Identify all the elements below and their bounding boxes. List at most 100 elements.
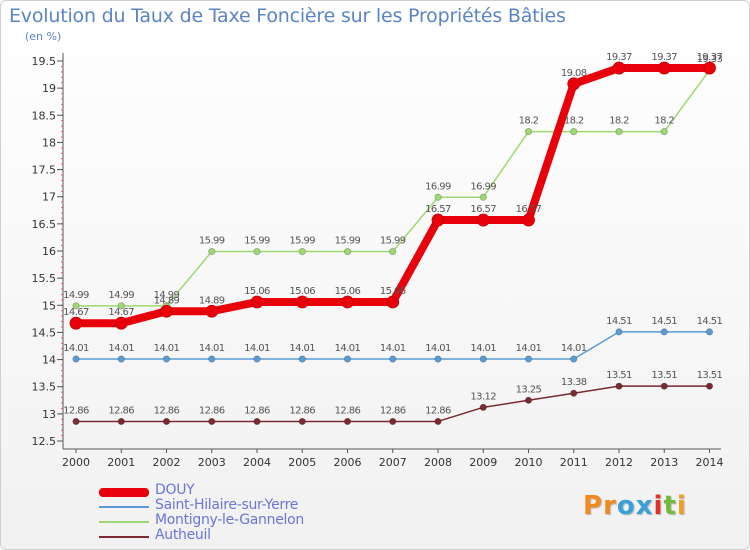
data-point-montigny-le-gannelon[interactable] (570, 127, 578, 136)
data-point-douy[interactable] (657, 61, 671, 75)
data-point-douy[interactable] (69, 316, 83, 330)
data-point-montigny-le-gannelon[interactable] (434, 193, 442, 201)
data-label-douy: 19.37 (697, 52, 723, 63)
data-point-autheuil[interactable] (570, 389, 578, 397)
axes: 12.5 13 13.5 14 14.5 15 15.5 16 16.5 17 17.5 18 18.5… (32, 53, 724, 469)
data-point-douy[interactable] (703, 61, 716, 75)
data-point-douy[interactable] (476, 213, 490, 227)
data-label-autheuil: 13.51 (606, 370, 632, 381)
data-point-autheuil[interactable] (117, 417, 125, 426)
logo-letter: i (653, 491, 664, 521)
data-label-douy: 14.89 (199, 295, 225, 306)
data-point-douy[interactable] (431, 213, 445, 227)
data-point-douy[interactable] (114, 316, 128, 330)
data-point-douy[interactable] (250, 295, 264, 309)
data-point-autheuil[interactable] (208, 417, 216, 426)
data-point-montigny-le-gannelon[interactable] (343, 247, 352, 256)
data-label-autheuil: 13.38 (561, 377, 587, 388)
data-point-saint-hilaire-sur-yerre[interactable] (117, 355, 125, 363)
y-tick-label: 15.5 (32, 272, 57, 285)
data-label-saint-hilaire-sur-yerre: 14.01 (199, 343, 225, 354)
data-label-autheuil: 12.86 (335, 405, 361, 416)
legend-swatch-montigny (99, 521, 149, 523)
data-label-douy: 16.57 (516, 204, 542, 215)
data-point-saint-hilaire-sur-yerre[interactable] (705, 328, 714, 336)
logo-letter: P (583, 491, 604, 521)
data-point-douy[interactable] (522, 213, 535, 227)
data-label-saint-hilaire-sur-yerre: 14.01 (289, 343, 315, 354)
series-line-douy (72, 64, 714, 328)
data-point-saint-hilaire-sur-yerre[interactable] (524, 355, 533, 363)
data-point-autheuil[interactable] (524, 396, 533, 404)
data-point-douy[interactable] (160, 304, 173, 318)
data-label-montigny-le-gannelon: 19.33 (697, 54, 723, 65)
data-point-montigny-le-gannelon[interactable] (660, 127, 668, 136)
legend-swatch-autheuil (99, 536, 149, 538)
data-label-montigny-le-gannelon: 16.99 (470, 181, 496, 192)
data-label-autheuil: 13.51 (651, 370, 677, 381)
data-point-montigny-le-gannelon[interactable] (479, 193, 487, 201)
data-point-autheuil[interactable] (253, 417, 261, 426)
data-labels: 14.67 14.67 14.89 14.89 15.06 15.06 15.06 15.06… (63, 52, 723, 416)
data-label-montigny-le-gannelon: 14.99 (108, 290, 134, 301)
data-point-saint-hilaire-sur-yerre[interactable] (162, 355, 171, 363)
data-point-montigny-le-gannelon[interactable] (208, 247, 216, 256)
y-tick-label: 16.5 (32, 218, 57, 231)
x-tick-label: 2005 (288, 456, 316, 469)
data-point-saint-hilaire-sur-yerre[interactable] (479, 355, 487, 363)
data-point-montigny-le-gannelon[interactable] (298, 247, 306, 256)
data-point-douy[interactable] (341, 295, 354, 309)
data-point-montigny-le-gannelon[interactable] (72, 302, 80, 310)
data-point-autheuil[interactable] (298, 417, 306, 426)
x-tick-label: 2014 (696, 456, 724, 469)
data-point-autheuil[interactable] (434, 417, 442, 426)
data-label-douy: 15.06 (380, 286, 406, 297)
y-tick-label: 15 (42, 299, 56, 312)
data-label-montigny-le-gannelon: 18.2 (654, 116, 674, 127)
y-tick-label: 14.5 (32, 326, 57, 339)
data-point-douy[interactable] (386, 295, 400, 309)
series-line-montigny-le-gannelon (75, 69, 711, 307)
data-label-autheuil: 12.86 (154, 405, 180, 416)
data-point-montigny-le-gannelon[interactable] (253, 247, 261, 256)
data-point-autheuil[interactable] (162, 417, 171, 426)
data-point-autheuil[interactable] (343, 417, 352, 426)
data-point-saint-hilaire-sur-yerre[interactable] (389, 355, 397, 363)
data-label-douy: 19.37 (606, 52, 632, 63)
series-layer (69, 61, 716, 426)
data-point-saint-hilaire-sur-yerre[interactable] (615, 328, 623, 336)
data-point-montigny-le-gannelon[interactable] (524, 127, 533, 136)
data-point-saint-hilaire-sur-yerre[interactable] (343, 355, 352, 363)
data-label-montigny-le-gannelon: 15.99 (380, 236, 406, 247)
data-point-saint-hilaire-sur-yerre[interactable] (660, 328, 668, 336)
data-point-autheuil[interactable] (615, 382, 623, 390)
x-tick-label: 2012 (605, 456, 633, 469)
data-label-douy: 14.67 (108, 307, 134, 318)
data-point-saint-hilaire-sur-yerre[interactable] (208, 355, 216, 363)
y-tick-label: 17 (42, 191, 56, 204)
data-point-douy[interactable] (612, 61, 626, 75)
data-point-saint-hilaire-sur-yerre[interactable] (434, 355, 442, 363)
data-label-saint-hilaire-sur-yerre: 14.01 (516, 343, 542, 354)
data-point-autheuil[interactable] (389, 417, 397, 426)
data-point-montigny-le-gannelon[interactable] (117, 302, 125, 310)
data-point-saint-hilaire-sur-yerre[interactable] (72, 355, 80, 363)
logo-letter: i (676, 491, 687, 521)
data-label-autheuil: 12.86 (108, 405, 134, 416)
data-point-montigny-le-gannelon[interactable] (615, 127, 623, 136)
data-point-montigny-le-gannelon[interactable] (389, 247, 397, 256)
data-point-douy[interactable] (295, 295, 309, 309)
data-point-douy[interactable] (205, 304, 219, 318)
data-label-autheuil: 12.86 (244, 405, 270, 416)
data-point-autheuil[interactable] (705, 382, 714, 390)
data-point-autheuil[interactable] (72, 417, 80, 426)
data-point-saint-hilaire-sur-yerre[interactable] (253, 355, 261, 363)
data-point-saint-hilaire-sur-yerre[interactable] (298, 355, 306, 363)
data-point-douy[interactable] (567, 77, 581, 91)
data-label-saint-hilaire-sur-yerre: 14.01 (154, 343, 180, 354)
data-label-saint-hilaire-sur-yerre: 14.51 (651, 316, 677, 327)
logo-letter: t (663, 491, 677, 521)
data-point-saint-hilaire-sur-yerre[interactable] (570, 355, 578, 363)
data-point-autheuil[interactable] (660, 382, 668, 390)
data-point-autheuil[interactable] (479, 403, 487, 411)
